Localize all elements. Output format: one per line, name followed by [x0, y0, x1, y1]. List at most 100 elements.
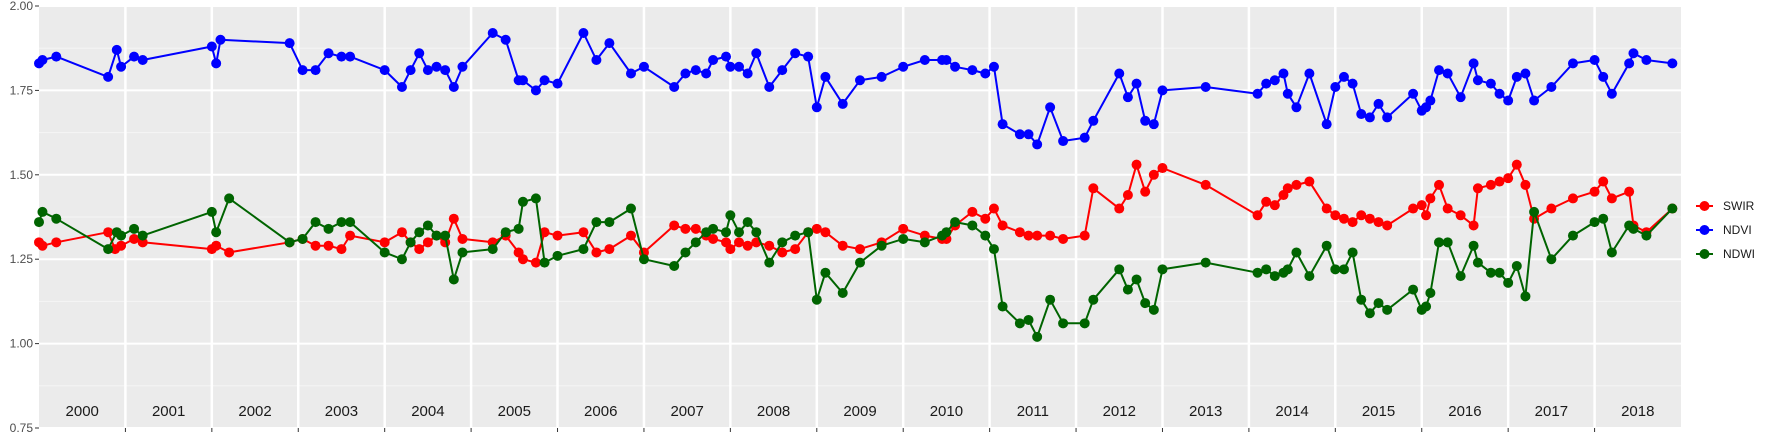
data-point-ndvi	[1589, 55, 1600, 66]
data-point-ndvi	[129, 51, 140, 62]
data-point-swir	[1408, 203, 1419, 214]
data-point-ndvi	[137, 55, 148, 66]
series-layer	[34, 28, 1678, 342]
data-point-swir	[1023, 230, 1034, 241]
data-point-ndvi	[708, 55, 719, 66]
data-point-ndvi	[1200, 82, 1211, 93]
data-point-ndvi	[1494, 88, 1505, 99]
data-point-ndvi	[211, 58, 222, 69]
data-point-ndvi	[1472, 75, 1483, 86]
data-point-ndvi	[1269, 75, 1280, 86]
data-point-ndvi	[552, 78, 563, 89]
data-point-ndwi	[1304, 271, 1315, 282]
data-point-swir	[129, 233, 140, 244]
data-point-ndvi	[751, 48, 762, 59]
year-label: 2014	[1275, 403, 1308, 420]
data-point-swir	[777, 247, 788, 258]
data-point-swir	[1382, 220, 1393, 231]
data-point-swir	[1416, 200, 1427, 211]
data-point-ndwi	[1421, 301, 1432, 312]
data-point-ndvi	[431, 61, 442, 72]
data-point-ndwi	[500, 227, 511, 238]
data-point-swir	[1079, 230, 1090, 241]
data-point-ndwi	[1641, 230, 1652, 241]
data-point-ndwi	[1382, 304, 1393, 315]
data-point-swir	[1338, 213, 1349, 224]
data-point-ndwi	[552, 250, 563, 261]
data-point-ndwi	[1529, 206, 1540, 217]
data-point-ndvi	[1425, 95, 1436, 106]
data-point-swir	[396, 227, 407, 238]
data-point-ndwi	[336, 217, 347, 228]
data-point-swir	[457, 233, 468, 244]
data-point-ndvi	[950, 61, 961, 72]
data-point-ndwi	[1058, 318, 1069, 329]
data-point-swir	[1624, 186, 1635, 197]
data-point-ndvi	[379, 65, 390, 76]
data-point-swir	[680, 223, 691, 234]
data-point-ndvi	[625, 68, 636, 79]
data-point-ndvi	[1434, 65, 1445, 76]
data-point-swir	[345, 230, 356, 241]
data-point-swir	[1598, 176, 1609, 187]
y-tick-label: 1.00	[10, 337, 34, 351]
data-point-ndvi	[980, 68, 991, 79]
data-point-swir	[1032, 230, 1043, 241]
data-point-swir	[1291, 179, 1302, 190]
data-point-swir	[742, 240, 753, 251]
data-point-ndwi	[345, 217, 356, 228]
data-point-ndvi	[811, 102, 822, 113]
data-point-ndvi	[790, 48, 801, 59]
data-point-ndvi	[1520, 68, 1531, 79]
data-point-swir	[1304, 176, 1315, 187]
data-point-ndvi	[988, 61, 999, 72]
legend: SWIR NDVI NDWI	[1696, 199, 1755, 261]
data-point-ndwi	[967, 220, 978, 231]
data-point-swir	[725, 244, 736, 255]
data-point-ndwi	[487, 244, 498, 255]
data-point-ndvi	[457, 61, 468, 72]
data-point-swir	[530, 257, 541, 268]
legend-item-ndwi: NDWI	[1696, 247, 1755, 261]
data-point-swir	[1356, 210, 1367, 221]
data-point-swir	[1114, 203, 1125, 214]
data-point-ndvi	[1131, 78, 1142, 89]
data-point-ndvi	[284, 38, 295, 49]
data-point-swir	[1058, 233, 1069, 244]
data-point-ndwi	[1131, 274, 1142, 285]
data-point-ndvi	[1606, 88, 1617, 99]
data-point-swir	[625, 230, 636, 241]
data-point-ndwi	[1628, 223, 1639, 234]
data-point-swir	[1511, 159, 1522, 170]
data-point-ndvi	[440, 65, 451, 76]
data-point-swir	[1494, 176, 1505, 187]
year-label: 2008	[757, 403, 790, 420]
data-point-ndvi	[764, 82, 775, 93]
data-point-ndvi	[500, 34, 511, 45]
data-point-swir	[310, 240, 321, 251]
data-point-swir	[1261, 196, 1272, 207]
data-point-ndvi	[941, 55, 952, 66]
data-point-swir	[1200, 179, 1211, 190]
data-point-ndwi	[116, 230, 127, 241]
data-point-ndvi	[1347, 78, 1358, 89]
data-point-ndvi	[1338, 71, 1349, 82]
data-point-ndvi	[539, 75, 550, 86]
data-point-swir	[448, 213, 459, 224]
legend-key-point	[1699, 249, 1710, 259]
data-point-swir	[323, 240, 334, 251]
data-point-swir	[997, 220, 1008, 231]
data-point-ndwi	[708, 223, 719, 234]
data-point-ndwi	[1511, 260, 1522, 271]
data-point-swir	[988, 203, 999, 214]
data-point-ndvi	[591, 55, 602, 66]
data-point-ndwi	[1567, 230, 1578, 241]
data-point-ndwi	[1079, 318, 1090, 329]
data-point-ndwi	[1321, 240, 1332, 251]
data-point-ndwi	[1114, 264, 1125, 275]
data-point-swir	[1122, 190, 1133, 201]
data-point-ndwi	[1291, 247, 1302, 258]
data-point-ndwi	[414, 227, 425, 238]
data-point-ndvi	[1330, 82, 1341, 93]
